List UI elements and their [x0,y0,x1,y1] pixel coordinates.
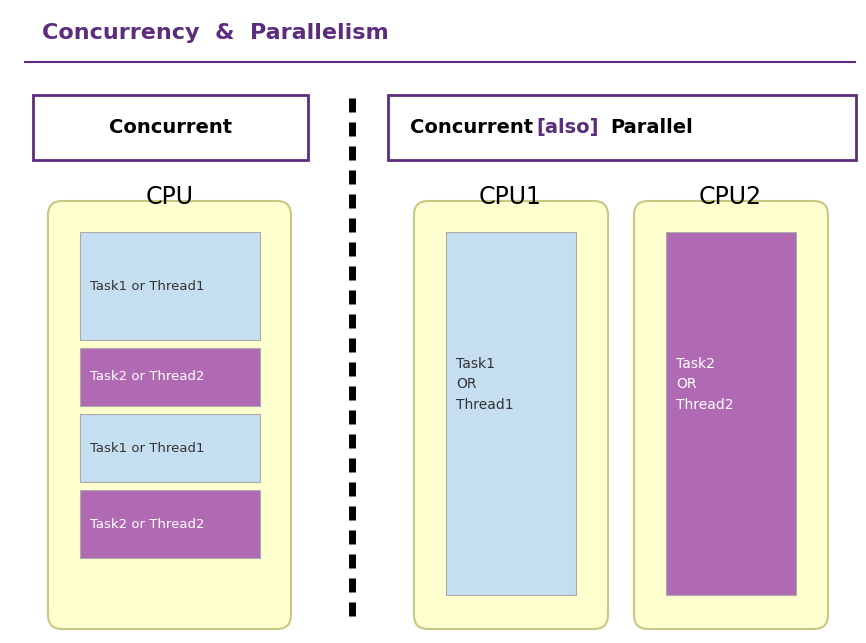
FancyBboxPatch shape [80,232,260,340]
Text: Task1 or Thread1: Task1 or Thread1 [90,280,204,293]
Text: Task1 or Thread1: Task1 or Thread1 [90,442,204,455]
FancyBboxPatch shape [80,490,260,558]
FancyBboxPatch shape [446,232,576,595]
Text: CPU: CPU [146,185,194,209]
Text: Concurrent: Concurrent [410,118,533,137]
Text: Parallel: Parallel [610,118,693,137]
Text: CPU2: CPU2 [699,185,761,209]
FancyBboxPatch shape [634,201,828,629]
Text: Task1
OR
Thread1: Task1 OR Thread1 [456,357,514,412]
FancyBboxPatch shape [414,201,608,629]
FancyBboxPatch shape [80,348,260,406]
FancyBboxPatch shape [388,95,856,160]
FancyBboxPatch shape [33,95,308,160]
Text: Concurrency  &  Parallelism: Concurrency & Parallelism [42,23,389,43]
FancyBboxPatch shape [80,414,260,482]
Text: [also]: [also] [536,118,598,137]
Text: CPU1: CPU1 [479,185,541,209]
Text: Task2 or Thread2: Task2 or Thread2 [90,518,204,530]
FancyBboxPatch shape [48,201,291,629]
Text: Task2
OR
Thread2: Task2 OR Thread2 [676,357,734,412]
FancyBboxPatch shape [666,232,796,595]
Text: Concurrent: Concurrent [109,118,232,137]
Text: Task2 or Thread2: Task2 or Thread2 [90,370,204,383]
